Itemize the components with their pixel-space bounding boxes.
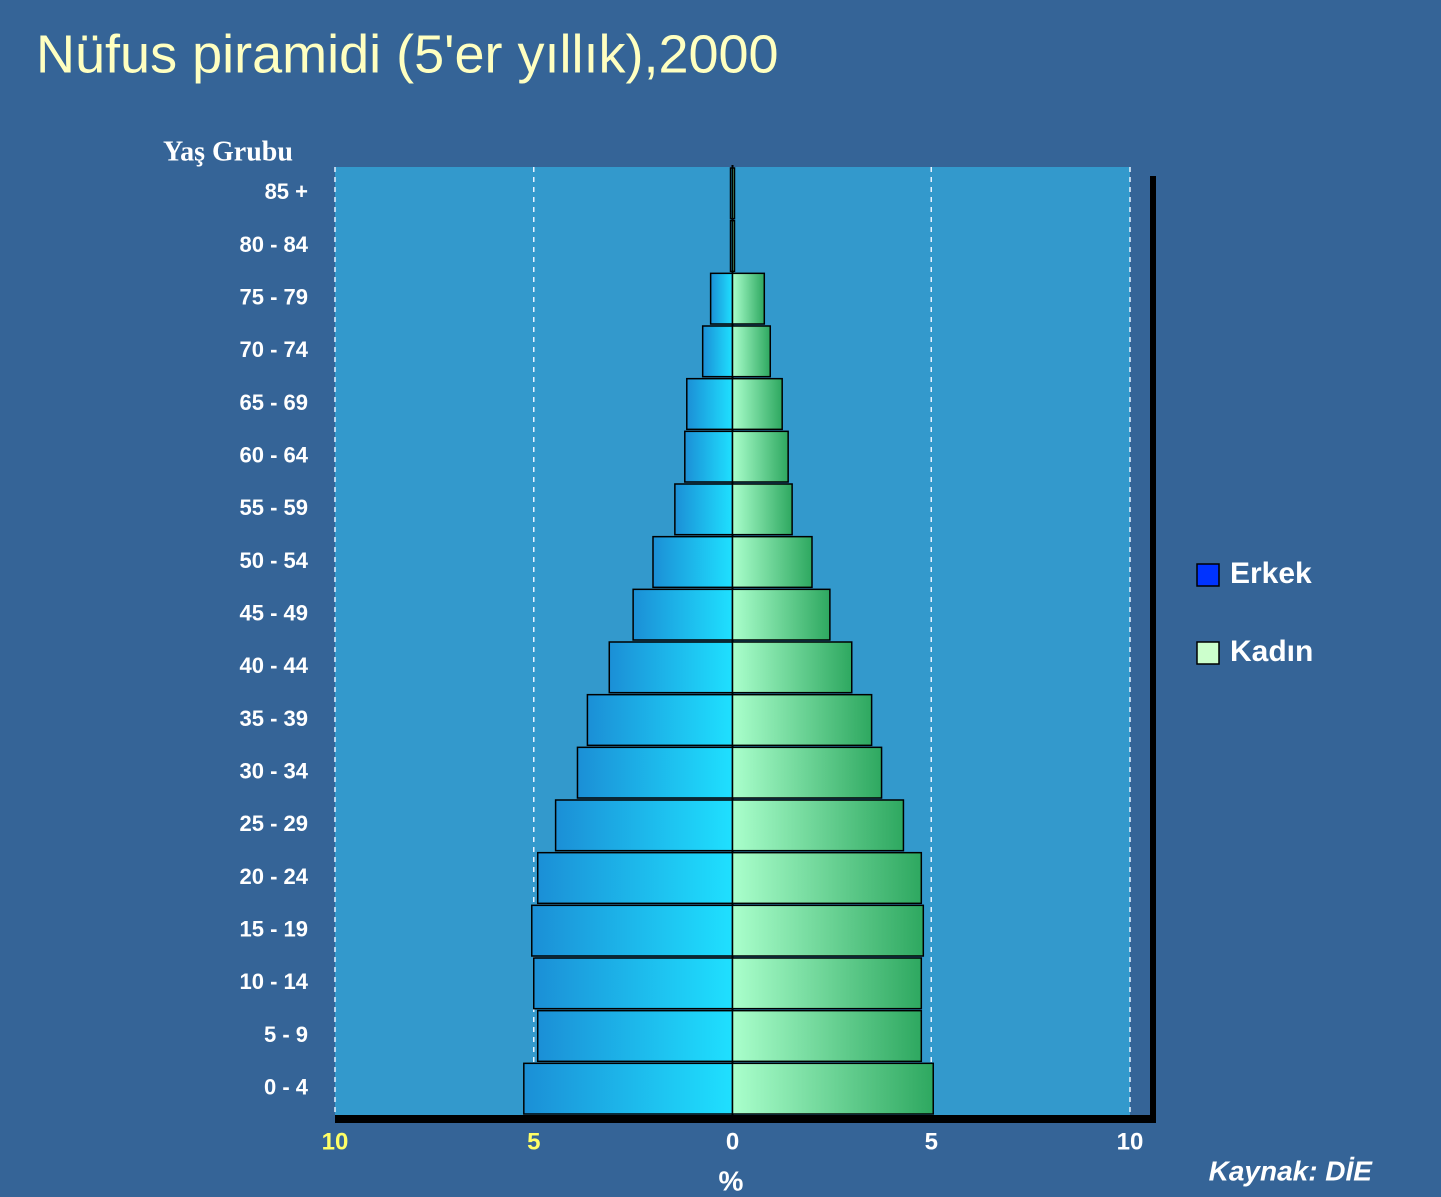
- bar: [709, 272, 734, 325]
- legend-swatch: [1196, 563, 1220, 587]
- bar: [652, 535, 734, 589]
- bar: [731, 588, 831, 641]
- bar: [731, 799, 905, 852]
- x-tick-label: 5: [527, 1128, 540, 1155]
- bar: [731, 746, 883, 799]
- bar: [731, 535, 813, 589]
- x-tick-label: 0: [726, 1128, 739, 1155]
- x-tick-label: 10: [322, 1128, 349, 1155]
- bar: [731, 430, 789, 483]
- bar: [576, 746, 734, 799]
- legend-label: Erkek: [1230, 557, 1312, 590]
- x-tick-label: 5: [925, 1128, 938, 1155]
- bar: [586, 693, 734, 747]
- bar: [701, 325, 734, 378]
- chart-title: Nüfus piramidi (5'er yıllık),2000: [36, 24, 779, 84]
- y-tick-label: 35 - 39: [240, 706, 309, 731]
- bar: [554, 799, 734, 852]
- bar: [731, 693, 873, 747]
- bar: [731, 1062, 934, 1115]
- bar: [731, 904, 925, 957]
- y-tick-label: 5 - 9: [264, 1022, 308, 1047]
- y-axis-label: Yaş Grubu: [163, 136, 293, 167]
- y-tick-label: 10 - 14: [240, 969, 309, 994]
- bar: [731, 219, 736, 273]
- plot-layer: 10 5 0 5 10 0 - 4 5 - 9 10 - 14 15 - 19 20 - 24 25…: [240, 165, 1313, 1155]
- y-tick-label: 60 - 64: [240, 442, 309, 467]
- y-tick-label: 40 - 44: [240, 653, 309, 678]
- y-tick-label: 85 +: [265, 179, 308, 204]
- bar: [731, 851, 923, 905]
- legend-label: Kadın: [1230, 635, 1313, 668]
- bar: [531, 904, 734, 957]
- bar: [731, 1009, 923, 1063]
- bar: [608, 641, 734, 694]
- bar: [523, 1062, 734, 1115]
- bar: [536, 851, 734, 905]
- y-tick-label: 25 - 29: [240, 811, 309, 836]
- bar: [686, 377, 734, 431]
- bar: [536, 1009, 734, 1063]
- x-tick-label: 10: [1117, 1128, 1144, 1155]
- y-tick-label: 20 - 24: [240, 864, 309, 889]
- x-axis-bar: [335, 1115, 1155, 1123]
- y-tick-label: 30 - 34: [240, 758, 309, 783]
- bar: [731, 325, 772, 378]
- plot-edge: [1150, 176, 1156, 1123]
- y-tick-label: 0 - 4: [264, 1074, 309, 1099]
- bar: [731, 272, 766, 325]
- bar: [632, 588, 734, 641]
- bar: [731, 957, 923, 1010]
- source-note: Kaynak: DİE: [1209, 1155, 1374, 1186]
- bar: [731, 377, 783, 431]
- y-tick-label: 65 - 69: [240, 390, 309, 415]
- bar: [731, 483, 793, 536]
- bar: [674, 483, 734, 536]
- y-tick-label: 70 - 74: [240, 337, 309, 362]
- legend-swatch: [1196, 641, 1220, 665]
- bar: [533, 957, 734, 1010]
- y-tick-label: 80 - 84: [240, 232, 309, 257]
- y-tick-label: 55 - 59: [240, 495, 309, 520]
- y-tick-label: 50 - 54: [240, 548, 309, 573]
- x-axis-label: %: [719, 1165, 744, 1196]
- bar: [731, 167, 736, 220]
- y-tick-label: 45 - 49: [240, 600, 309, 625]
- y-tick-label: 15 - 19: [240, 916, 309, 941]
- bar: [731, 641, 853, 694]
- bar: [684, 430, 734, 483]
- y-tick-label: 75 - 79: [240, 284, 309, 309]
